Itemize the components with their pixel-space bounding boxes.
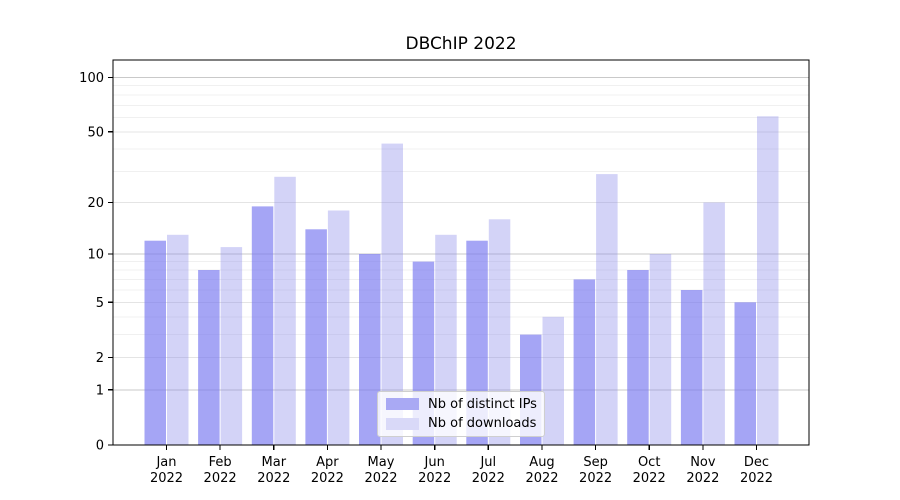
legend-swatch-downloads	[386, 417, 419, 430]
x-tick-label: 2022	[364, 471, 397, 486]
x-tick-label: May	[368, 455, 395, 470]
legend-swatch-distinct-ips	[386, 398, 419, 411]
bar-jan-downloads	[167, 234, 189, 445]
x-tick-label: 2022	[418, 471, 451, 486]
y-tick-label: 0	[96, 439, 104, 454]
bar-nov-downloads	[703, 202, 725, 445]
x-tick-label: Mar	[262, 455, 287, 470]
y-tick-label: 2	[96, 351, 104, 366]
y-tick-label: 5	[96, 296, 104, 311]
x-tick-label: Oct	[638, 455, 660, 470]
x-tick-label: Dec	[744, 455, 769, 470]
bar-mar-distinct-ips	[251, 206, 274, 445]
x-tick-label: 2022	[311, 471, 344, 486]
bar-dec-downloads	[757, 116, 779, 446]
bar-apr-distinct-ips	[305, 229, 327, 445]
y-tick-label: 20	[87, 196, 104, 211]
x-tick-label: Aug	[529, 455, 554, 470]
legend-label: Nb of distinct IPs	[428, 396, 537, 412]
x-tick-label: Jul	[479, 455, 496, 470]
chart-title: DBChIP 2022	[405, 34, 517, 54]
bar-jul-downloads	[488, 219, 511, 445]
bar-may-downloads	[381, 143, 403, 445]
x-tick-label: Apr	[316, 455, 339, 470]
x-tick-label: Sep	[583, 455, 608, 470]
bar-feb-downloads	[220, 247, 243, 445]
x-tick-label: 2022	[257, 471, 290, 486]
x-tick-label: 2022	[579, 471, 612, 486]
bar-oct-distinct-ips	[627, 270, 649, 445]
legend-item: Nb of downloads	[386, 415, 536, 433]
plot-border	[112, 59, 810, 446]
bar-mar-downloads	[274, 176, 296, 446]
legend-label: Nb of downloads	[428, 416, 537, 432]
y-tick-label: 10	[87, 248, 104, 263]
x-tick-label: 2022	[740, 471, 773, 486]
y-tick-label: 1	[96, 383, 104, 398]
bar-jan-distinct-ips	[144, 240, 166, 445]
x-tick-label: 2022	[150, 471, 183, 486]
x-tick-label: Nov	[690, 455, 716, 470]
bar-may-distinct-ips	[359, 254, 381, 445]
x-tick-label: Feb	[209, 455, 232, 470]
bar-sep-distinct-ips	[573, 279, 596, 445]
bar-aug-downloads	[542, 316, 564, 445]
bar-feb-distinct-ips	[198, 270, 220, 445]
bar-nov-distinct-ips	[680, 290, 703, 445]
legend-item: Nb of distinct IPs	[386, 395, 537, 413]
bar-oct-downloads	[649, 254, 672, 445]
x-tick-label: 2022	[525, 471, 558, 486]
x-tick-label: Jun	[424, 455, 445, 470]
bar-sep-downloads	[596, 174, 618, 445]
x-tick-label: 2022	[686, 471, 719, 486]
legend: Nb of distinct IPs Nb of downloads	[377, 391, 545, 437]
x-tick-label: 2022	[472, 471, 505, 486]
x-tick-label: 2022	[204, 471, 237, 486]
bar-dec-distinct-ips	[734, 302, 756, 445]
bar-apr-downloads	[327, 210, 350, 445]
x-tick-label: Jan	[155, 455, 176, 470]
y-tick-label: 100	[79, 71, 104, 86]
x-tick-label: 2022	[633, 471, 666, 486]
y-tick-label: 50	[87, 125, 104, 140]
